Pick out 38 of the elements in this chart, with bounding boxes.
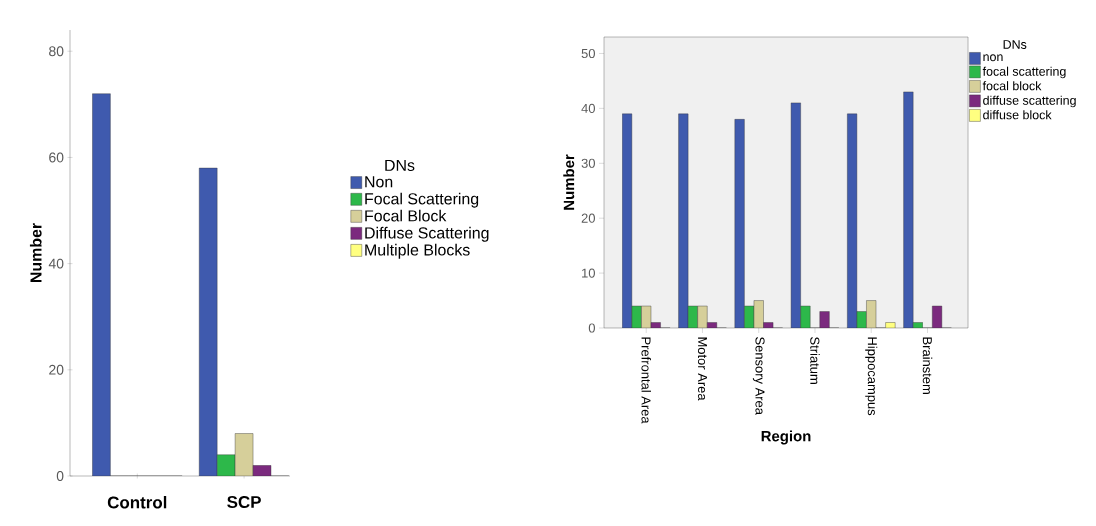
y-tick-label: 30 <box>581 158 595 168</box>
y-tick-label: 40 <box>581 103 595 113</box>
y-tick-label: 0 <box>588 323 595 333</box>
y-tick-label: 20 <box>49 364 64 375</box>
x-axis-title: Region <box>761 430 811 445</box>
x-tick-label: Hippocampus <box>865 337 878 416</box>
y-tick-label: 20 <box>581 213 595 223</box>
x-tick-label: Striatum <box>810 337 820 384</box>
legend-label: Non <box>365 176 393 188</box>
y-axis-title: Number <box>29 223 42 283</box>
legend-label: focal block <box>982 81 1042 91</box>
legend-label: Focal Scattering <box>365 192 479 208</box>
legend-label: Diffuse Scattering <box>365 226 489 242</box>
bar <box>734 119 745 328</box>
bar <box>92 93 111 476</box>
legend-label: diffuse scattering <box>983 95 1076 108</box>
y-tick-label: 0 <box>56 471 64 481</box>
y-tick-label: 60 <box>49 152 64 163</box>
legend-label: non <box>983 54 1003 62</box>
legend-label: focal scattering <box>982 66 1066 79</box>
x-tick-label: SCP <box>227 496 261 509</box>
legend-title: DNs <box>385 159 415 172</box>
x-tick-label: Brainstem <box>922 337 933 394</box>
legend-label: Focal Block <box>365 209 447 222</box>
x-tick-label: Prefrontal Area <box>641 337 651 424</box>
x-tick-label: Sensory Area <box>752 337 765 415</box>
x-tick-label: Control <box>107 496 167 509</box>
x-tick-label: Motor Area <box>697 337 707 401</box>
y-axis-title: Number <box>563 154 575 210</box>
legend-title: DNs <box>1003 40 1027 49</box>
y-tick-label: 80 <box>49 46 64 57</box>
y-tick-label: 10 <box>582 268 595 278</box>
bar <box>903 91 914 328</box>
legend-label: Multiple Blocks <box>365 243 470 259</box>
legend-label: diffuse block <box>983 110 1052 120</box>
bar <box>199 167 218 476</box>
y-tick-label: 50 <box>581 48 595 59</box>
y-tick-label: 40 <box>48 258 64 269</box>
